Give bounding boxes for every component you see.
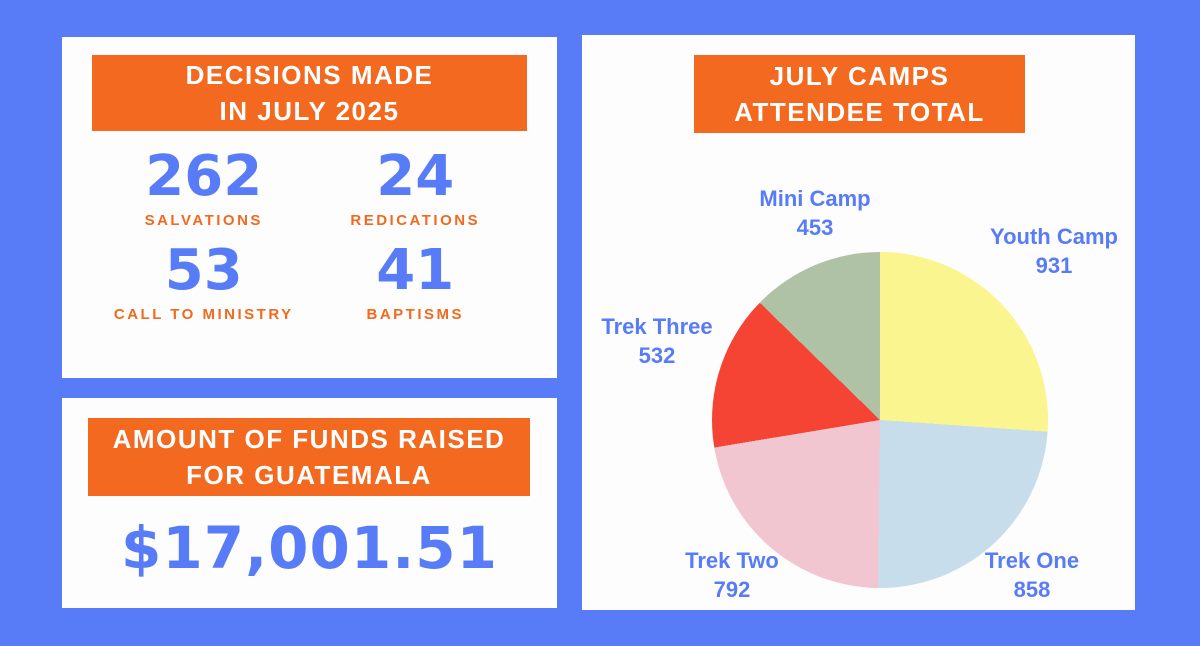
decisions-stats-grid: 262 SALVATIONS 24 REDICATIONS 53 CALL TO…	[62, 144, 557, 324]
pie-label-trek-one: Trek One 858	[985, 547, 1079, 604]
pie-label-trek-three-value: 532	[638, 342, 676, 368]
pie-chart	[712, 252, 1048, 588]
funds-title-line2: FOR GUATEMALA	[186, 460, 432, 490]
decisions-title-line1: DECISIONS MADE	[185, 59, 434, 90]
stat-call-to-ministry: 53 CALL TO MINISTRY	[98, 238, 310, 324]
camps-title-line1: JULY CAMPS	[769, 60, 950, 91]
stat-salvations: 262 SALVATIONS	[98, 144, 310, 230]
pie-label-trek-one-name: Trek One	[984, 548, 1080, 573]
decisions-title-line2: IN JULY 2025	[219, 96, 400, 126]
pie-label-trek-one-value: 858	[1013, 576, 1051, 602]
pie-label-trek-two-value: 792	[713, 576, 751, 602]
stat-salvations-value: 262	[145, 144, 263, 209]
pie-label-mini-camp-value: 453	[796, 214, 834, 240]
stat-redications-value: 24	[376, 144, 455, 209]
pie-label-mini-camp-name: Mini Camp	[759, 186, 871, 211]
pie-label-trek-three: Trek Three 532	[601, 313, 712, 370]
camps-banner: JULY CAMPS ATTENDEE TOTAL	[694, 55, 1025, 133]
stat-baptisms: 41 BAPTISMS	[310, 238, 522, 324]
funds-title-line1: AMOUNT OF FUNDS RAISED	[112, 423, 506, 454]
funds-card: AMOUNT OF FUNDS RAISED FOR GUATEMALA $17…	[62, 398, 557, 608]
pie-label-youth-camp-name: Youth Camp	[990, 224, 1118, 249]
pie-label-trek-two: Trek Two 792	[685, 547, 779, 604]
funds-amount: $17,001.51	[121, 514, 498, 582]
camps-title-line2: ATTENDEE TOTAL	[734, 97, 985, 127]
pie-label-mini-camp: Mini Camp 453	[759, 185, 870, 242]
pie-label-youth-camp-value: 931	[1035, 252, 1073, 278]
decisions-card: DECISIONS MADE IN JULY 2025 262 SALVATIO…	[62, 37, 557, 378]
decisions-banner: DECISIONS MADE IN JULY 2025	[92, 55, 527, 131]
stat-redications-label: REDICATIONS	[350, 212, 481, 229]
pie-label-trek-two-name: Trek Two	[685, 548, 779, 573]
stat-baptisms-label: BAPTISMS	[366, 306, 464, 323]
camps-card: JULY CAMPS ATTENDEE TOTAL Mini Camp 453 …	[582, 35, 1135, 610]
stat-call-to-ministry-label: CALL TO MINISTRY	[113, 306, 294, 323]
stat-call-to-ministry-value: 53	[164, 238, 243, 303]
stat-baptisms-value: 41	[376, 238, 455, 303]
funds-banner: AMOUNT OF FUNDS RAISED FOR GUATEMALA	[88, 418, 530, 496]
pie-label-trek-three-name: Trek Three	[601, 314, 713, 339]
stat-salvations-label: SALVATIONS	[144, 212, 263, 229]
stat-redications: 24 REDICATIONS	[310, 144, 522, 230]
pie-label-youth-camp: Youth Camp 931	[990, 223, 1118, 280]
